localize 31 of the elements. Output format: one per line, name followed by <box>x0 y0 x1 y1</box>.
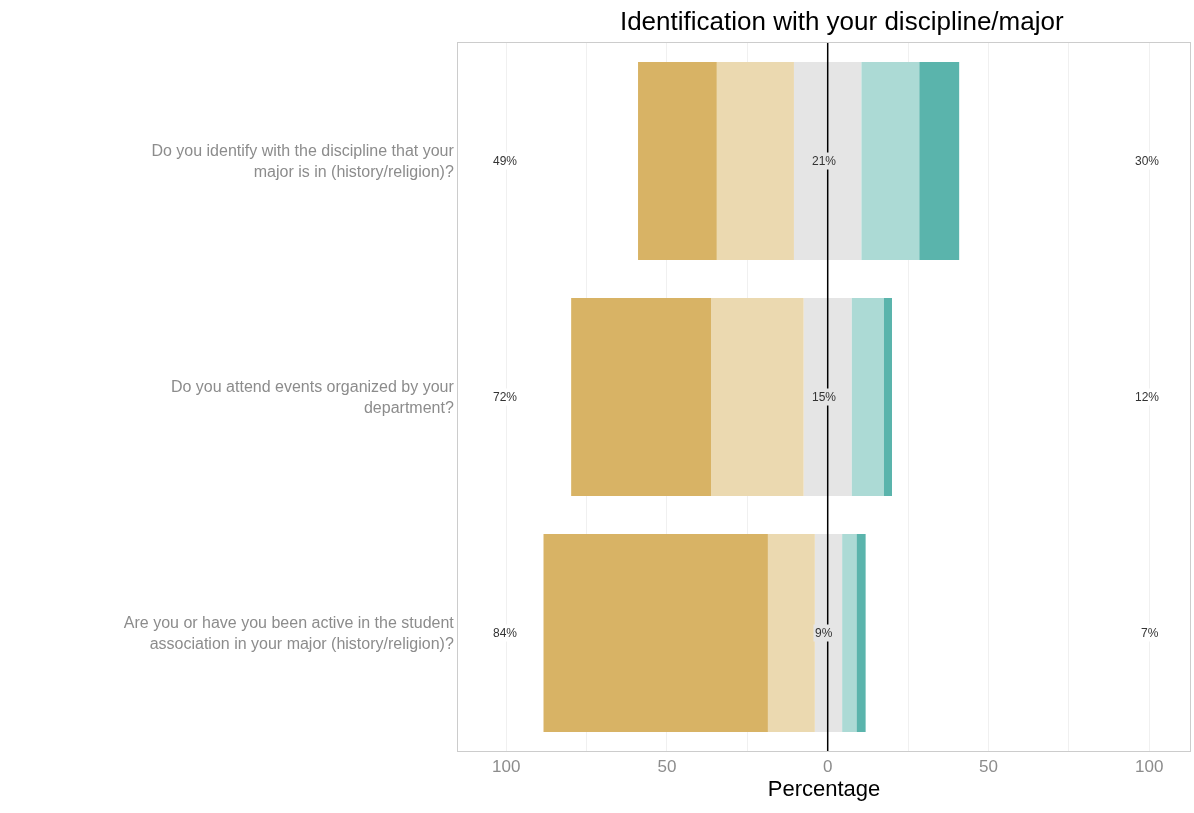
bar <box>571 297 711 497</box>
y-tick-label: Do you identify with the discipline that your major is in (history/religion)? <box>151 142 455 180</box>
x-tick-label: 50 <box>978 757 998 777</box>
annotation: 12% <box>1135 390 1160 404</box>
annotation: 84% <box>493 626 518 640</box>
annotation: 21% <box>812 154 837 168</box>
bar <box>861 61 920 261</box>
x-tick-label: 0 <box>822 757 833 777</box>
chart-title: Identification with your discipline/major <box>619 6 1064 37</box>
bar <box>883 297 892 497</box>
bar <box>919 61 960 261</box>
x-tick-label: 100 <box>492 757 521 777</box>
x-tick-label: 50 <box>657 757 677 777</box>
bar <box>716 61 794 261</box>
annotation: 49% <box>493 154 518 168</box>
annotation: 15% <box>812 390 837 404</box>
annotation: 30% <box>1135 154 1160 168</box>
y-tick-label: Are you or have you been active in the student association in your major (history/religion)? <box>123 614 455 652</box>
x-tick-label: 100 <box>1134 757 1164 777</box>
bar <box>543 533 768 733</box>
annotation: 72% <box>493 390 518 404</box>
bar <box>767 533 815 733</box>
bar <box>711 297 804 497</box>
annotation: 9% <box>815 626 833 640</box>
bar <box>851 297 884 497</box>
x-axis-title: Percentage <box>767 776 881 802</box>
y-tick-label: Do you attend events organized by your department? <box>170 378 455 416</box>
bar <box>856 533 866 733</box>
bar <box>842 533 857 733</box>
annotation: 7% <box>1141 626 1159 640</box>
bar <box>638 61 717 261</box>
